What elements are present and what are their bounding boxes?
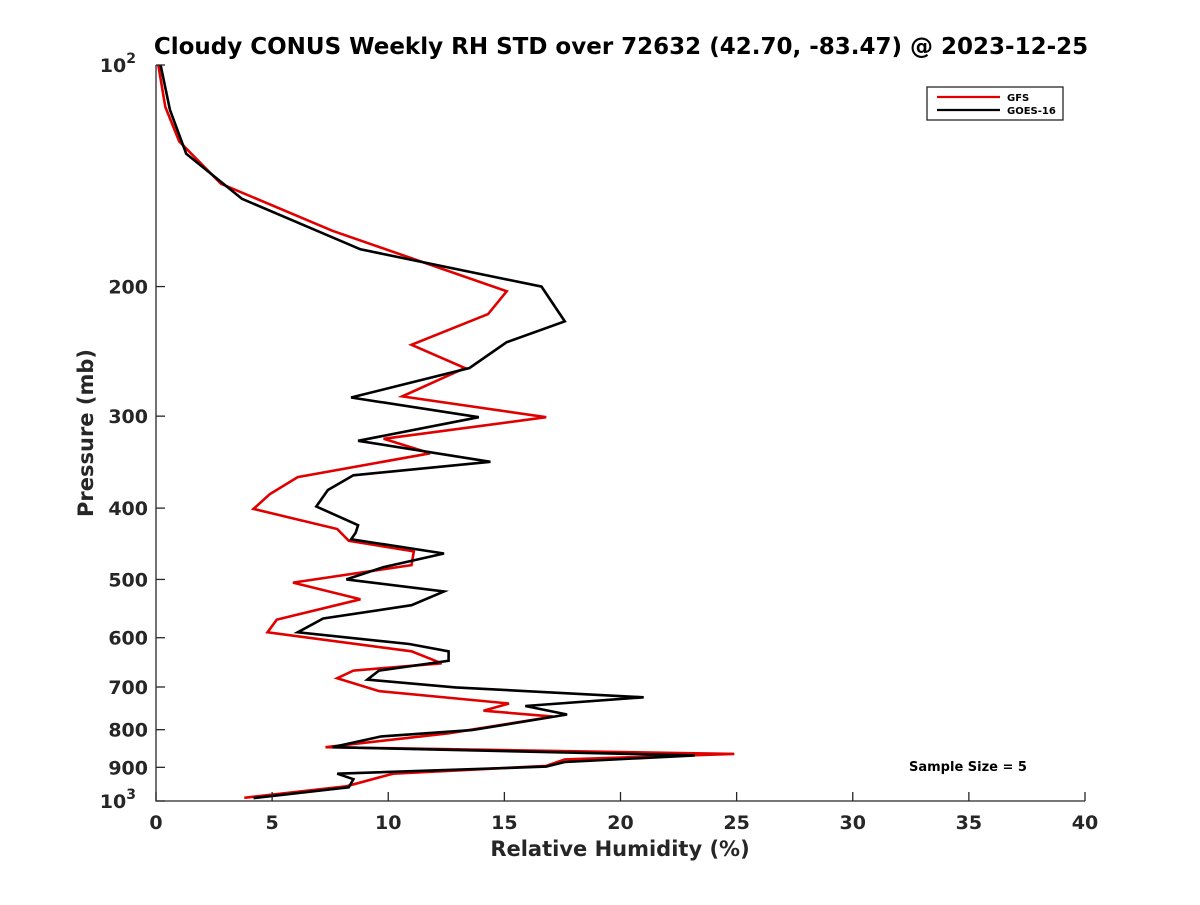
- x-tick-label-2: 10: [375, 812, 401, 834]
- y-tick-base-8: 900: [108, 757, 148, 779]
- x-tick-label-8: 40: [1072, 812, 1098, 834]
- y-tick-base-2: 300: [108, 406, 148, 428]
- x-tick-label-7: 35: [956, 812, 982, 834]
- series-line-gfs: [157, 64, 735, 800]
- y-tick-exponent-9: 3: [126, 787, 136, 803]
- x-tick-label-1: 5: [266, 812, 279, 834]
- x-tick-label-6: 30: [840, 812, 866, 834]
- y-tick-label-0: 102: [100, 51, 136, 77]
- legend-label-goes16: GOES-16: [1007, 106, 1056, 117]
- legend-box: [926, 86, 1064, 121]
- y-tick-base-5: 600: [108, 628, 148, 650]
- y-tick-label-5: 600: [108, 628, 148, 650]
- y-tick-base-7: 800: [108, 720, 148, 742]
- x-tick-label-3: 15: [491, 812, 517, 834]
- y-tick-base-1: 200: [108, 277, 148, 299]
- y-tick-label-9: 103: [100, 787, 136, 813]
- y-axis-label: Pressure (mb): [74, 349, 98, 517]
- x-axis-ticks: 0 5 10 15 20 25 30 35 40: [149, 792, 1098, 834]
- x-tick-label-0: 0: [149, 812, 162, 834]
- y-tick-label-7: 800: [108, 720, 148, 742]
- x-axis-label: Relative Humidity (%): [490, 837, 749, 861]
- y-tick-base-4: 500: [108, 569, 148, 591]
- chart-title: Cloudy CONUS Weekly RH STD over 72632 (4…: [154, 34, 1088, 60]
- sample-size-annotation: Sample Size = 5: [909, 760, 1027, 775]
- y-tick-label-8: 900: [108, 757, 148, 779]
- x-tick-label-5: 25: [723, 812, 749, 834]
- y-tick-base-9: 10: [100, 791, 126, 813]
- y-tick-base-3: 400: [108, 498, 148, 520]
- y-tick-base-6: 700: [108, 677, 148, 699]
- plot-area: 0 5 10 15 20 25 30 35 40 10220030040050060070080…: [100, 51, 1098, 834]
- x-tick-label-4: 20: [607, 812, 633, 834]
- y-tick-base-0: 10: [100, 55, 126, 77]
- series-line-goes16: [159, 64, 695, 800]
- y-tick-label-3: 400: [108, 498, 148, 520]
- series-layer: [157, 64, 735, 800]
- legend: GFS GOES-16: [926, 86, 1064, 121]
- y-tick-label-4: 500: [108, 569, 148, 591]
- legend-label-gfs: GFS: [1007, 93, 1029, 104]
- y-tick-label-1: 200: [108, 277, 148, 299]
- y-tick-label-2: 300: [108, 406, 148, 428]
- y-tick-label-6: 700: [108, 677, 148, 699]
- y-tick-exponent-0: 2: [126, 51, 136, 67]
